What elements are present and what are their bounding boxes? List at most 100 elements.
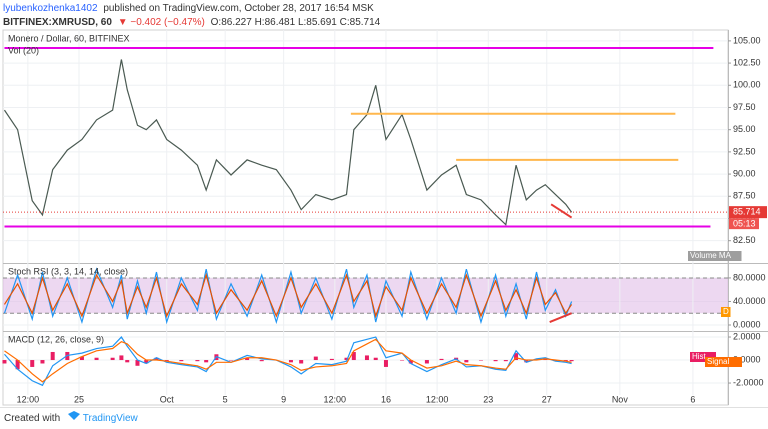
histogram-bar	[144, 360, 149, 364]
histogram-bar	[493, 360, 498, 362]
histogram-bar	[424, 360, 429, 364]
pane-subtitle: Vol (20)	[8, 45, 39, 55]
y-tick-label: 92.50	[733, 146, 756, 156]
histogram-bar	[179, 360, 184, 362]
published: published on TradingView.com, October 28…	[103, 3, 374, 14]
histogram-bar	[229, 360, 234, 361]
y-tick-label: 82.50	[733, 235, 756, 245]
histogram-bar	[135, 360, 140, 366]
histogram-bar	[2, 360, 7, 364]
ohlc: O:86.227 H:86.481 L:85.691 C:85.714	[211, 17, 381, 28]
tag-box	[690, 352, 716, 362]
histogram-bar	[195, 360, 200, 362]
series-line	[3, 59, 573, 226]
tag-label: Signal	[707, 357, 729, 366]
series-line	[4, 336, 572, 387]
histogram-bar	[30, 360, 35, 367]
created-with: Created with	[4, 413, 60, 424]
histogram-bar	[351, 351, 356, 361]
histogram-bar	[364, 355, 369, 361]
histogram-bar	[503, 360, 508, 362]
tag-box	[688, 251, 742, 261]
y-tick-label: 90.00	[733, 168, 756, 178]
histogram-bar	[408, 360, 413, 364]
tag-label: D	[723, 307, 729, 316]
y-tick-label: 100.00	[733, 80, 761, 90]
histogram-bar	[373, 357, 378, 361]
histogram-bar	[400, 360, 405, 361]
last-price-box	[729, 206, 767, 219]
change: ▼ −0.402 (−0.47%)	[118, 17, 205, 28]
histogram-bar	[299, 360, 304, 364]
drawn-line	[549, 312, 572, 323]
histogram-bar	[40, 360, 45, 364]
histogram-bar	[110, 357, 115, 361]
x-tick-label: 12:00	[426, 394, 449, 404]
x-tick-label: 16	[381, 394, 391, 404]
histogram-bar	[569, 360, 574, 362]
tag-box	[721, 307, 731, 317]
histogram-bar	[94, 357, 99, 361]
y-tick-label: 0.0000	[733, 354, 761, 364]
pane-title: Monero / Dollar, 60, BITFINEX	[8, 33, 130, 43]
brand[interactable]: TradingView	[83, 413, 139, 424]
histogram-bar	[50, 351, 55, 361]
x-tick-label: 27	[542, 394, 552, 404]
y-tick-label: 80.0000	[733, 272, 766, 282]
tag-label: Hist	[692, 352, 707, 361]
tag-box	[705, 357, 742, 367]
histogram-bar	[154, 357, 159, 361]
publish-line: lyubenkozhenka1402 published on TradingV…	[3, 3, 374, 14]
last-price-label: 85.714	[733, 207, 761, 217]
histogram-bar	[464, 360, 469, 363]
countdown: 05:13	[733, 219, 756, 229]
histogram-bar	[15, 360, 20, 370]
countdown-box	[729, 218, 759, 230]
histogram-bar	[313, 356, 318, 361]
histogram-bar	[288, 360, 293, 363]
x-tick-label: Nov	[612, 394, 629, 404]
series-line	[4, 338, 572, 383]
symbol-line: BITFINEX:XMRUSD, 60 ▼ −0.402 (−0.47%) O:…	[3, 17, 381, 28]
y-tick-label: 40.0000	[733, 296, 766, 306]
histogram-bar	[259, 360, 264, 362]
y-tick-label: 95.00	[733, 124, 756, 134]
histogram-bar	[524, 360, 529, 363]
x-tick-label: 12:00	[17, 394, 40, 404]
histogram-bar	[344, 357, 349, 361]
symbol: BITFINEX:XMRUSD, 60	[3, 17, 112, 28]
pane-title: Stoch RSI (3, 3, 14, 14, close)	[8, 266, 128, 276]
author[interactable]: lyubenkozhenka1402	[3, 3, 98, 14]
histogram-bar	[79, 356, 84, 361]
x-tick-label: 5	[223, 394, 228, 404]
x-tick-label: 25	[74, 394, 84, 404]
series-line	[3, 272, 573, 319]
x-tick-label: Oct	[160, 394, 175, 404]
histogram-bar	[478, 360, 483, 361]
y-tick-label: -2.0000	[733, 377, 764, 387]
histogram-bar	[245, 357, 250, 361]
drawn-line	[550, 203, 573, 219]
histogram-bar	[439, 358, 444, 361]
y-tick-label: 97.50	[733, 102, 756, 112]
histogram-bar	[514, 353, 519, 361]
pane-title: MACD (12, 26, close, 9)	[8, 334, 104, 344]
y-tick-label: 2.0000	[733, 331, 761, 341]
histogram-bar	[119, 355, 124, 361]
footer-text: Created with TradingView	[4, 413, 139, 424]
x-tick-label: 6	[690, 394, 695, 404]
histogram-bar	[204, 360, 209, 363]
y-tick-label: 87.50	[733, 191, 756, 201]
plots: 82.5085.0087.5090.0092.5095.0097.50100.0…	[2, 33, 767, 404]
histogram-bar	[329, 358, 334, 361]
histogram-bar	[125, 360, 130, 363]
x-tick-label: 9	[281, 394, 286, 404]
y-tick-label: 105.00	[733, 35, 761, 45]
y-tick-label: 0.0000	[733, 319, 761, 329]
x-tick-label: 12:00	[324, 394, 347, 404]
tag-label: Volume MA	[690, 251, 732, 260]
histogram-bar	[383, 360, 388, 367]
x-tick-label: 23	[483, 394, 493, 404]
